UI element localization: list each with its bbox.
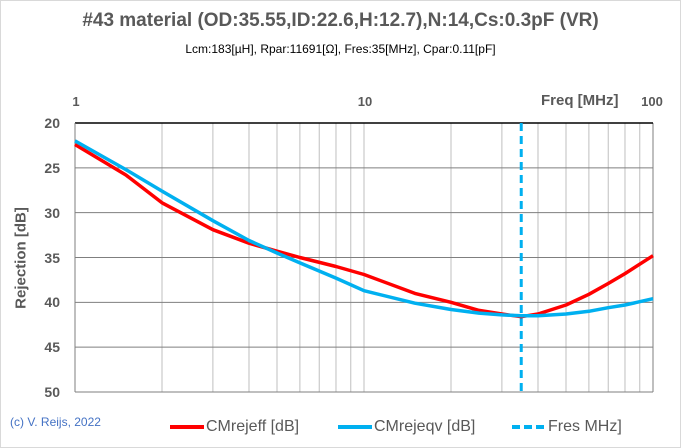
chart-subtitle: Lcm:183[µH], Rpar:11691[Ω], Fres:35[MHz]… [185,42,496,56]
legend-item-fres: Fres MHz] [512,418,622,436]
x-tick-1: 1 [72,94,80,109]
copyright-note: (c) V. Reijs, 2022 [10,415,101,429]
x-axis-label: Freq [MHz] [541,92,619,109]
y-tick-45: 45 [44,339,60,355]
y-tick-35: 35 [44,250,60,266]
y-tick-50: 50 [44,384,60,400]
cmrejeff-series-line [74,142,654,319]
legend-item-cmrejeff: CMrejeff [dB] [170,418,299,436]
y-tick-40: 40 [44,294,60,310]
y-tick-25: 25 [44,160,60,176]
legend-label: CMrejeff [dB] [206,418,300,435]
y-tick-20: 20 [44,115,60,131]
legend-swatch-blue-line-icon [338,425,372,429]
y-tick-30: 30 [44,205,60,221]
chart-title: #43 material (OD:35.55,ID:22.6,H:12.7),N… [82,10,599,31]
legend-label: Fres MHz] [548,418,622,435]
cmrejeqv-series-line [74,139,654,318]
x-tick-10: 10 [357,94,373,109]
legend-swatch-red-line-icon [170,425,204,429]
legend-item-cmrejeqv: CMrejeqv [dB] [338,418,475,436]
x-tick-100: 100 [641,94,663,109]
legend-swatch-dashed-line-icon [512,425,546,429]
horizontal-gridlines [75,167,653,393]
legend-label: CMrejeqv [dB] [374,418,476,435]
